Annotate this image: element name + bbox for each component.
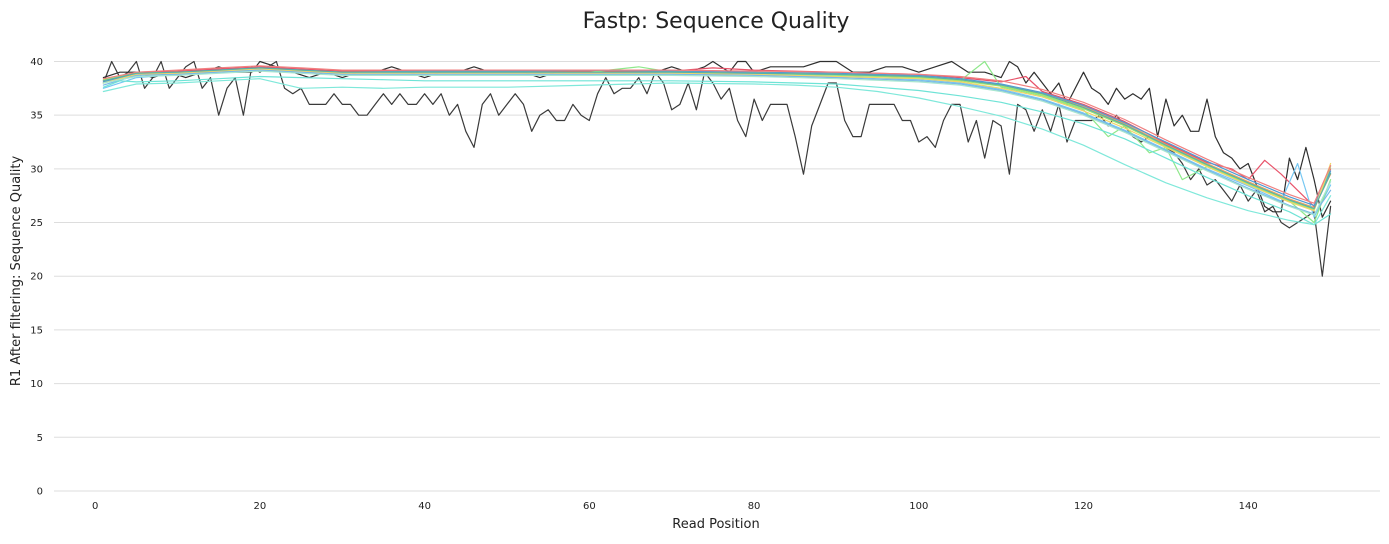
x-tick-label-140: 140 bbox=[1239, 501, 1258, 512]
y-tick-label-0: 0 bbox=[37, 487, 43, 498]
y-tick-label-10: 10 bbox=[30, 379, 43, 390]
y-tick-label-15: 15 bbox=[30, 325, 43, 336]
series-line-10 bbox=[102, 69, 1332, 215]
series-line-9 bbox=[102, 68, 1332, 212]
y-tick-label-25: 25 bbox=[30, 218, 43, 229]
y-axis-ticks: 0 5 10 15 20 25 30 35 40 bbox=[30, 57, 43, 498]
x-tick-label-80: 80 bbox=[748, 501, 761, 512]
y-tick-label-5: 5 bbox=[37, 433, 43, 444]
x-axis-ticks: 0 20 40 60 80 100 120 140 bbox=[92, 501, 1258, 512]
x-axis-label: Read Position bbox=[672, 517, 759, 532]
y-axis-label: R1 After filtering: Sequence Quality bbox=[9, 156, 24, 387]
x-tick-label-40: 40 bbox=[418, 501, 431, 512]
series-line-14 bbox=[102, 75, 1332, 226]
series-line-15 bbox=[102, 78, 1332, 226]
y-tick-label-40: 40 bbox=[30, 57, 43, 68]
series-line-13 bbox=[102, 70, 1332, 216]
series-line-11 bbox=[102, 65, 1332, 204]
y-tick-label-35: 35 bbox=[30, 111, 43, 122]
chart-title: Fastp: Sequence Quality bbox=[583, 9, 850, 34]
grid-lines bbox=[54, 60, 1380, 492]
x-tick-label-120: 120 bbox=[1074, 501, 1093, 512]
series-line-12 bbox=[102, 67, 1332, 210]
x-tick-label-60: 60 bbox=[583, 501, 596, 512]
x-tick-label-0: 0 bbox=[92, 501, 98, 512]
y-tick-label-20: 20 bbox=[30, 272, 43, 283]
x-tick-label-20: 20 bbox=[254, 501, 267, 512]
x-tick-label-100: 100 bbox=[909, 501, 928, 512]
series-group bbox=[102, 60, 1332, 277]
y-tick-label-30: 30 bbox=[30, 164, 43, 175]
